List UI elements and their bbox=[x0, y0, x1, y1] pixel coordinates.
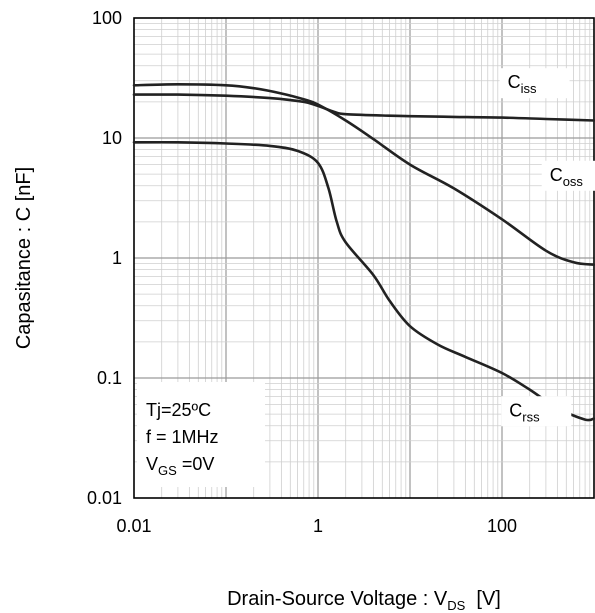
series-label-c-iss: Ciss bbox=[508, 72, 537, 96]
series-label-main: C bbox=[509, 400, 522, 420]
series-label-bg-c-iss bbox=[499, 68, 570, 99]
annotation-box bbox=[137, 382, 265, 487]
series-label-sub: oss bbox=[563, 174, 584, 189]
series-label-main: C bbox=[550, 165, 563, 185]
annotation-vgs-main: V bbox=[146, 454, 158, 474]
y-tick-label: 100 bbox=[92, 8, 122, 28]
tick-labels: 0.01 1 100 100 10 1 0.1 0.01 bbox=[87, 8, 517, 536]
series-line-c-oss bbox=[132, 83, 595, 266]
annotation-vgs-rest: =0V bbox=[177, 454, 215, 474]
x-tick-label: 100 bbox=[487, 516, 517, 536]
annotation-vgs-sub: GS bbox=[158, 463, 177, 478]
series-group bbox=[132, 83, 595, 422]
x-tick-label: 0.01 bbox=[116, 516, 151, 536]
annotation-frequency: f = 1MHz bbox=[146, 427, 219, 447]
series-label-sub: rss bbox=[522, 409, 540, 424]
x-tick-label: 1 bbox=[313, 516, 323, 536]
series-label-c-rss: Crss bbox=[509, 400, 540, 424]
series-label-c-oss: Coss bbox=[550, 165, 584, 189]
x-axis-label-sub: DS bbox=[447, 598, 465, 613]
series-line-c-iss bbox=[132, 93, 595, 122]
annotation-vgs: VGS =0V bbox=[146, 454, 214, 478]
series-label-sub: iss bbox=[521, 81, 537, 96]
annotation-temperature: Tj=25ºC bbox=[146, 400, 211, 420]
y-tick-label: 0.01 bbox=[87, 488, 122, 508]
x-axis-label-main: Drain-Source Voltage : V bbox=[227, 588, 448, 610]
series-label-bg-c-rss bbox=[501, 396, 572, 427]
x-axis-label-unit: [V] bbox=[465, 588, 501, 610]
series-line-c-rss bbox=[132, 140, 595, 422]
y-tick-label: 10 bbox=[102, 128, 122, 148]
x-axis-label: Drain-Source Voltage : VDS [V] bbox=[227, 588, 501, 613]
annotation-box-bg bbox=[137, 382, 265, 487]
series-label-bg-c-oss bbox=[541, 160, 595, 191]
series-label-main: C bbox=[508, 72, 521, 92]
y-tick-label: 0.1 bbox=[97, 368, 122, 388]
plot-frame bbox=[133, 17, 595, 499]
y-axis-label: Capasitance : C [nF] bbox=[13, 167, 35, 349]
y-tick-label: 1 bbox=[112, 248, 122, 268]
